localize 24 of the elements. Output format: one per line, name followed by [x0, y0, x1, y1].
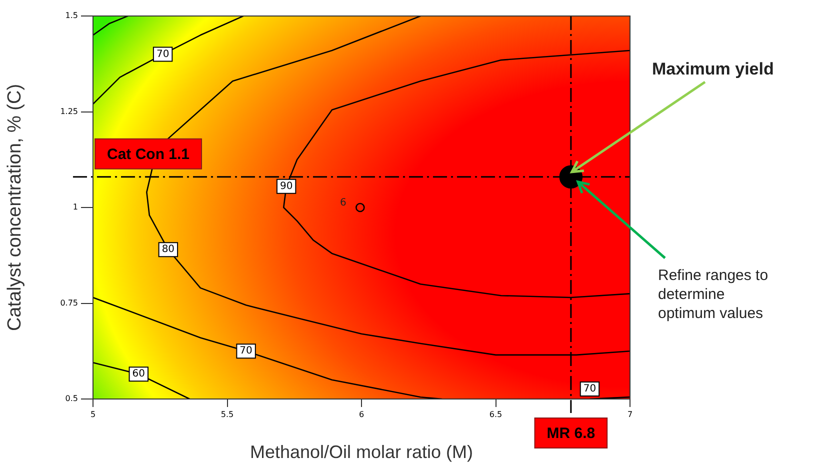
x-tick-label: 5: [90, 410, 96, 419]
series-label: 70: [156, 48, 170, 60]
x-tick-label: 6: [358, 410, 364, 419]
x-tick-label: 7: [627, 410, 633, 419]
series-label: 80: [162, 244, 175, 256]
x-tick-label: 6.5: [489, 410, 502, 419]
x-axis-title: Methanol/Oil molar ratio (M): [250, 442, 474, 462]
point: [356, 202, 365, 212]
annotation: Refine ranges to determine optimum values: [658, 267, 768, 322]
series-label: 90: [280, 181, 293, 192]
series-label: 70: [240, 346, 252, 357]
annotation: Maximum yield: [652, 60, 774, 79]
ref-line-label: Cat Con 1.1: [107, 146, 190, 163]
y-tick-label: 1.25: [60, 106, 78, 116]
annotation: 6: [340, 198, 346, 209]
y-tick-label: 0.5: [65, 394, 78, 404]
y-tick-label: 1: [72, 202, 78, 212]
series-label: 60: [132, 368, 146, 380]
y-axis-title: Catalyst concentration, % (C): [4, 84, 26, 332]
y-tick-label: 0.75: [60, 298, 78, 308]
y-tick-label: 1.5: [65, 11, 78, 20]
text: 70: [583, 384, 596, 395]
ref-line-label: MR 6.8: [546, 425, 596, 442]
x-tick-label: 5.5: [220, 410, 234, 419]
